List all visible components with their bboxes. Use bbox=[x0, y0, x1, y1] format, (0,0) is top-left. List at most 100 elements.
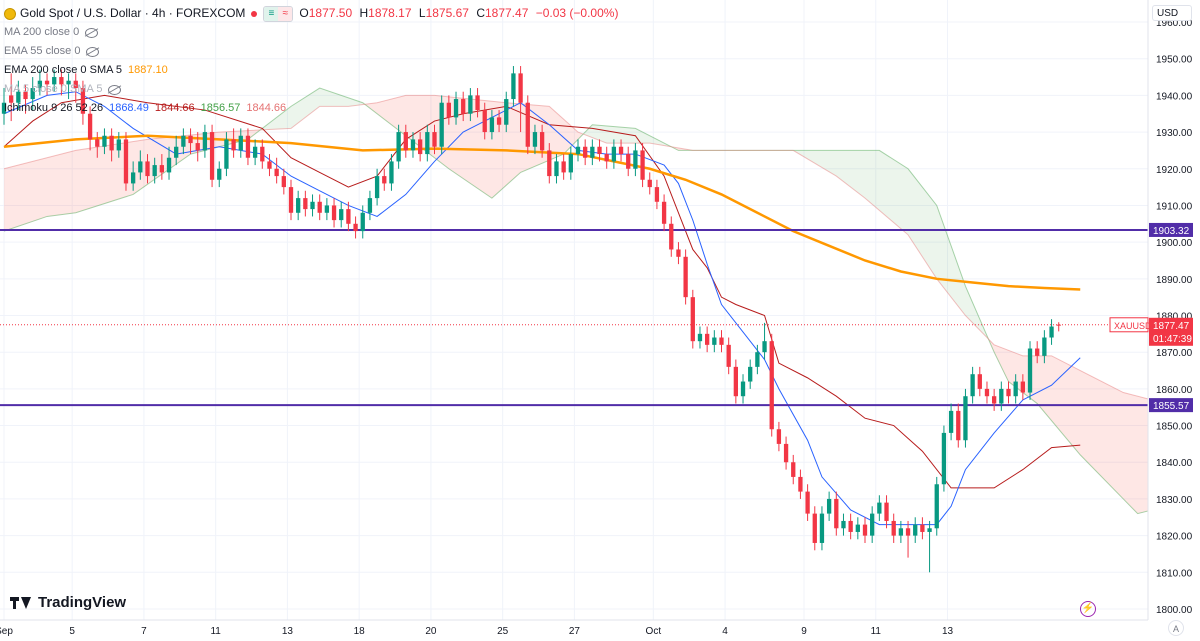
candle-body bbox=[999, 388, 1004, 404]
cloud-area bbox=[258, 88, 363, 132]
y-tick-label: 1900.00 bbox=[1156, 238, 1193, 249]
candle-body bbox=[525, 102, 530, 147]
candle-body bbox=[848, 520, 853, 532]
candle-body bbox=[633, 150, 638, 169]
candle-body bbox=[956, 410, 961, 441]
candle-body bbox=[805, 491, 810, 514]
candle-body bbox=[1049, 326, 1054, 338]
logo-text: TradingView bbox=[38, 594, 127, 611]
y-tick-label: 1930.00 bbox=[1156, 128, 1193, 139]
candle-body bbox=[1027, 348, 1033, 393]
candle-body bbox=[812, 513, 817, 543]
candle-body bbox=[991, 396, 997, 404]
hidden-eye-icon[interactable] bbox=[85, 27, 99, 38]
ichimoku-label: Ichimoku 9 26 52 26 bbox=[4, 102, 104, 114]
candle-body bbox=[726, 344, 731, 367]
x-tick-label: Sep bbox=[0, 626, 13, 637]
candle-body bbox=[769, 341, 774, 430]
candle-body bbox=[834, 498, 839, 529]
indicator-ichimoku[interactable]: Ichimoku 9 26 52 26 1868.49 1844.66 1856… bbox=[4, 99, 622, 118]
indicator-ma-sma[interactable]: MA 5 close 0 SMA 5 bbox=[4, 80, 622, 99]
compare-up-icon[interactable]: ≡ bbox=[264, 6, 279, 21]
currency-button[interactable]: USD bbox=[1152, 5, 1192, 21]
ohlc-values: O1877.50 H1878.17 L1875.67 C1877.47 −0.0… bbox=[299, 4, 622, 23]
indicator-ema55[interactable]: EMA 55 close 0 bbox=[4, 42, 622, 61]
candle-body bbox=[217, 168, 222, 180]
candle-body bbox=[776, 429, 782, 444]
candle-body bbox=[669, 223, 674, 250]
candle-body bbox=[920, 524, 925, 532]
candle-body bbox=[518, 73, 523, 103]
indicator-ema200[interactable]: EMA 200 close 0 SMA 5 1887.10 bbox=[4, 61, 622, 80]
candle-body bbox=[224, 139, 229, 169]
cloud-area bbox=[689, 149, 987, 338]
candle-body bbox=[410, 139, 416, 151]
candle-body bbox=[396, 132, 401, 162]
candle-body bbox=[339, 209, 344, 221]
y-tick-label: 1910.00 bbox=[1156, 201, 1193, 212]
symbol-tag-text: XAUUSD bbox=[1114, 321, 1152, 331]
x-tick-label: 18 bbox=[354, 626, 366, 637]
candle-body bbox=[676, 249, 681, 257]
candle-body bbox=[762, 341, 767, 353]
candle-body bbox=[740, 381, 746, 397]
candle-body bbox=[37, 80, 43, 89]
candle-body bbox=[145, 161, 150, 177]
candle-body bbox=[95, 139, 100, 147]
candle-body bbox=[9, 95, 14, 103]
candle-body bbox=[841, 520, 846, 529]
candle-body bbox=[640, 150, 645, 180]
y-tick-label: 1800.00 bbox=[1156, 605, 1193, 616]
y-tick-label: 1960.00 bbox=[1156, 18, 1193, 29]
candle-body bbox=[511, 73, 516, 100]
x-tick-label: 4 bbox=[722, 626, 728, 637]
horizontal-lines[interactable] bbox=[0, 228, 1148, 407]
compare-down-icon[interactable]: ≈ bbox=[278, 6, 293, 21]
candle-body bbox=[798, 476, 803, 492]
low-value: 1875.67 bbox=[425, 6, 469, 20]
open-value: 1877.50 bbox=[308, 6, 353, 20]
close-value: 1877.47 bbox=[484, 6, 529, 20]
candle-body bbox=[109, 135, 114, 151]
hline-price-tag bbox=[1149, 398, 1193, 413]
hidden-eye-icon[interactable] bbox=[86, 46, 100, 57]
candle-body bbox=[661, 201, 667, 224]
candle-body bbox=[891, 520, 896, 536]
ichimoku-tenkan-value: 1868.49 bbox=[109, 102, 149, 114]
candle-body bbox=[296, 198, 301, 213]
candle-body bbox=[102, 135, 107, 147]
candle-body bbox=[439, 102, 444, 147]
candle-body bbox=[504, 99, 509, 125]
candle-body bbox=[252, 146, 258, 158]
market-status-icon[interactable] bbox=[251, 10, 258, 17]
lightning-icon[interactable]: ⚡ bbox=[1080, 601, 1096, 617]
candle-body bbox=[267, 161, 272, 169]
candle-body bbox=[690, 297, 695, 342]
tradingview-logo[interactable]: TradingView bbox=[10, 594, 126, 611]
y-tick-label: 1890.00 bbox=[1156, 275, 1193, 286]
candle-body bbox=[374, 176, 380, 199]
candle-body bbox=[331, 205, 337, 221]
candle-body bbox=[496, 117, 502, 125]
candles bbox=[1, 66, 1061, 573]
open-label: O bbox=[299, 6, 309, 20]
candle-body bbox=[174, 146, 179, 158]
compare-buttons[interactable]: ≡ ≈ bbox=[263, 5, 294, 22]
candle-body bbox=[583, 146, 588, 158]
candle-body bbox=[425, 132, 430, 155]
candle-body bbox=[317, 201, 322, 213]
cloud-area bbox=[671, 146, 690, 151]
candle-body bbox=[1020, 381, 1026, 393]
candle-body bbox=[360, 212, 365, 232]
auto-scale-button[interactable]: A bbox=[1168, 620, 1184, 636]
candle-body bbox=[913, 524, 918, 536]
ichimoku-span-b-value: 1844.66 bbox=[246, 102, 287, 114]
symbol-title[interactable]: Gold Spot / U.S. Dollar · 4h · FOREXCOM bbox=[20, 6, 246, 20]
candle-body bbox=[389, 161, 394, 184]
indicator-ma200[interactable]: MA 200 close 0 bbox=[4, 23, 622, 42]
hidden-eye-icon[interactable] bbox=[108, 84, 122, 95]
candle-body bbox=[489, 117, 495, 133]
kijun-line bbox=[3, 94, 1081, 489]
candle-body bbox=[44, 80, 50, 85]
